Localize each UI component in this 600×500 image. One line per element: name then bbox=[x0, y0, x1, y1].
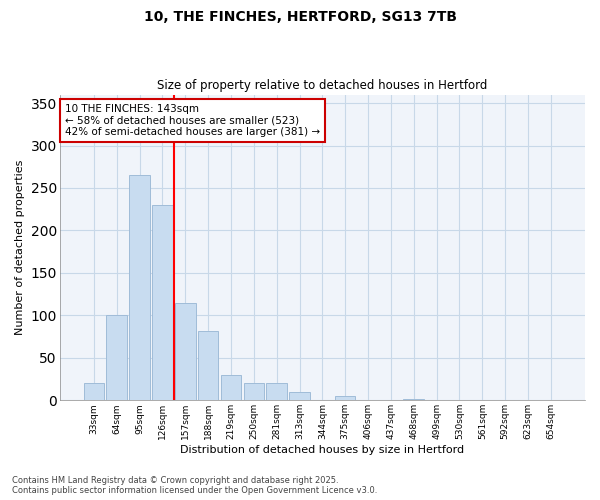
Bar bbox=[244, 384, 264, 400]
Bar bbox=[198, 330, 218, 400]
X-axis label: Distribution of detached houses by size in Hertford: Distribution of detached houses by size … bbox=[180, 445, 464, 455]
Text: 10, THE FINCHES, HERTFORD, SG13 7TB: 10, THE FINCHES, HERTFORD, SG13 7TB bbox=[143, 10, 457, 24]
Bar bbox=[266, 384, 287, 400]
Bar bbox=[83, 384, 104, 400]
Bar bbox=[221, 375, 241, 400]
Bar bbox=[106, 316, 127, 400]
Y-axis label: Number of detached properties: Number of detached properties bbox=[15, 160, 25, 335]
Bar bbox=[403, 398, 424, 400]
Bar bbox=[129, 175, 150, 400]
Text: Contains HM Land Registry data © Crown copyright and database right 2025.
Contai: Contains HM Land Registry data © Crown c… bbox=[12, 476, 377, 495]
Text: 10 THE FINCHES: 143sqm
← 58% of detached houses are smaller (523)
42% of semi-de: 10 THE FINCHES: 143sqm ← 58% of detached… bbox=[65, 104, 320, 137]
Title: Size of property relative to detached houses in Hertford: Size of property relative to detached ho… bbox=[157, 79, 488, 92]
Bar bbox=[175, 302, 196, 400]
Bar bbox=[289, 392, 310, 400]
Bar bbox=[335, 396, 355, 400]
Bar bbox=[152, 205, 173, 400]
